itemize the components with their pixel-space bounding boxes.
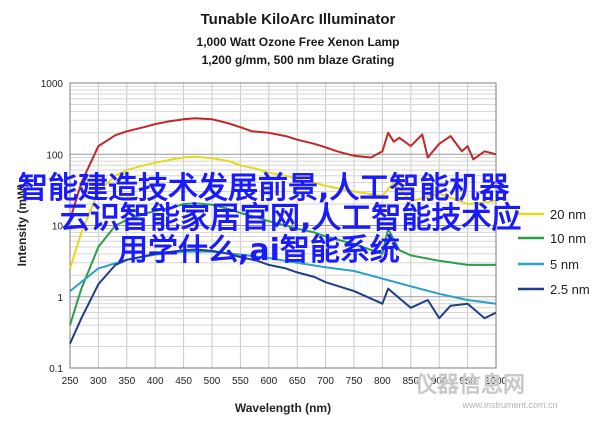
series-line-2-5-nm — [69, 248, 497, 345]
overlay-text-line-1: 智能建造技术发展前景,人工智能机器 — [18, 171, 510, 206]
legend-label: 5 nm — [550, 257, 579, 272]
x-tick-label: 900 — [431, 376, 448, 387]
x-tick-label: 1000 — [485, 376, 508, 387]
plot-frame — [69, 82, 497, 369]
x-tick-label: 600 — [260, 376, 277, 387]
y-tick-label: 100 — [46, 150, 63, 161]
chart-subtitle-2: 1,200 g/mm, 500 nm blaze Grating — [202, 53, 395, 67]
x-tick-label: 700 — [317, 376, 334, 387]
x-tick-label: 650 — [289, 376, 306, 387]
series-line-20-nm — [69, 155, 497, 269]
legend-label: 20 nm — [550, 207, 586, 222]
x-tick-label: 750 — [346, 376, 363, 387]
x-tick-label: 350 — [118, 376, 135, 387]
watermark-text: 仪器信息网 — [414, 372, 525, 398]
series-lines — [69, 117, 497, 345]
series-line-10-nm — [69, 202, 496, 326]
x-tick-label: 300 — [90, 376, 107, 387]
x-tick-label: 400 — [147, 376, 164, 387]
y-tick-label: 1000 — [41, 79, 64, 90]
watermark-url: www.instrument.com.cn — [461, 400, 557, 410]
x-tick-label: 800 — [374, 376, 391, 387]
overlay-text-line-3: 用学什么,ai智能系统 — [118, 233, 400, 268]
y-tick-label: 0.1 — [49, 364, 63, 375]
x-tick-label: 450 — [175, 376, 192, 387]
y-tick-label: 10 — [52, 222, 64, 233]
x-tick-label: 950 — [459, 376, 476, 387]
chart-subtitle-1: 1,000 Watt Ozone Free Xenon Lamp — [197, 35, 400, 49]
series-line-unnamed-0 — [69, 117, 497, 221]
chart-title: Tunable KiloArc Illuminator — [201, 11, 396, 28]
y-tick-label: 1 — [57, 293, 63, 304]
overlay-text-line-2: 云识智能家居官网,人工智能技术应 — [60, 201, 521, 236]
legend-label: 10 nm — [550, 231, 586, 246]
grid — [69, 83, 497, 369]
x-tick-label: 550 — [232, 376, 249, 387]
x-axis-label: Wavelength (nm) — [235, 401, 331, 415]
x-tick-label: 250 — [62, 376, 79, 387]
y-axis-label: Intensity (mW) — [15, 184, 29, 267]
x-tick-labels: 250 300 350 400 450 500 550 600 650 700 750 800 850 9… — [62, 376, 508, 387]
y-tick-labels: 0.1 1 10 100 1000 — [41, 79, 64, 375]
legend-label: 2.5 nm — [550, 282, 590, 297]
x-tick-label: 850 — [402, 376, 419, 387]
legend: 20 nm 10 nm 5 nm 2.5 nm — [518, 207, 590, 297]
x-tick-label: 500 — [204, 376, 221, 387]
